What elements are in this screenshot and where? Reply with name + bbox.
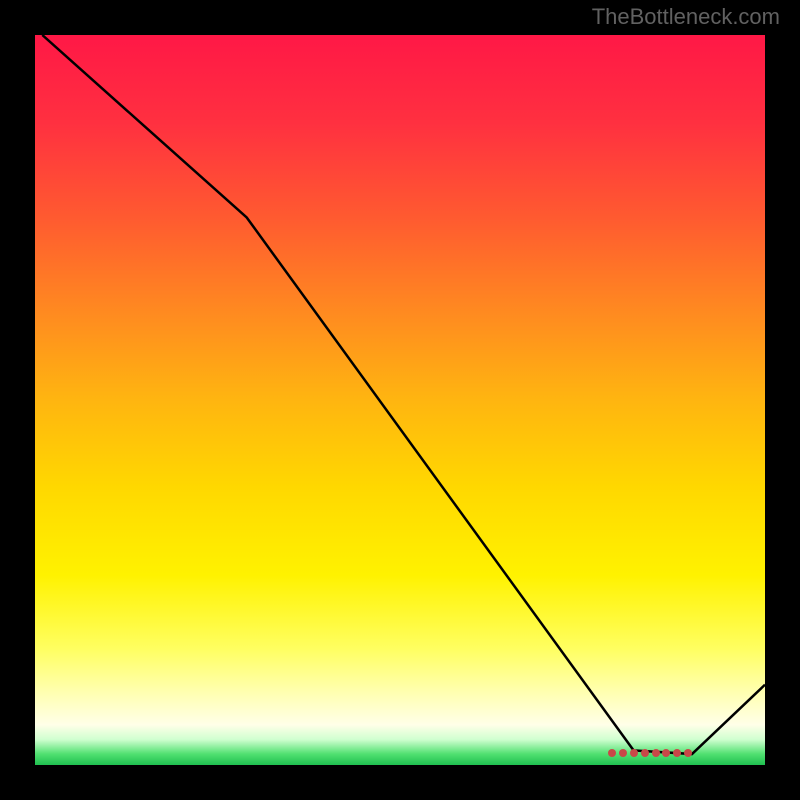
data-marker bbox=[652, 749, 660, 757]
data-marker bbox=[662, 749, 670, 757]
data-marker bbox=[673, 749, 681, 757]
data-marker bbox=[630, 749, 638, 757]
data-marker bbox=[619, 749, 627, 757]
data-marker bbox=[684, 749, 692, 757]
marker-cluster bbox=[35, 35, 765, 765]
data-marker bbox=[641, 749, 649, 757]
attribution-text: TheBottleneck.com bbox=[592, 4, 780, 30]
data-marker bbox=[608, 749, 616, 757]
plot-area bbox=[35, 35, 765, 765]
